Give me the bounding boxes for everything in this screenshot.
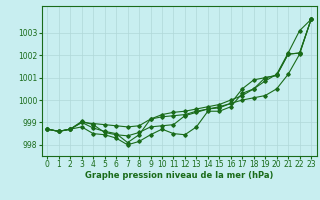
X-axis label: Graphe pression niveau de la mer (hPa): Graphe pression niveau de la mer (hPa) (85, 171, 273, 180)
